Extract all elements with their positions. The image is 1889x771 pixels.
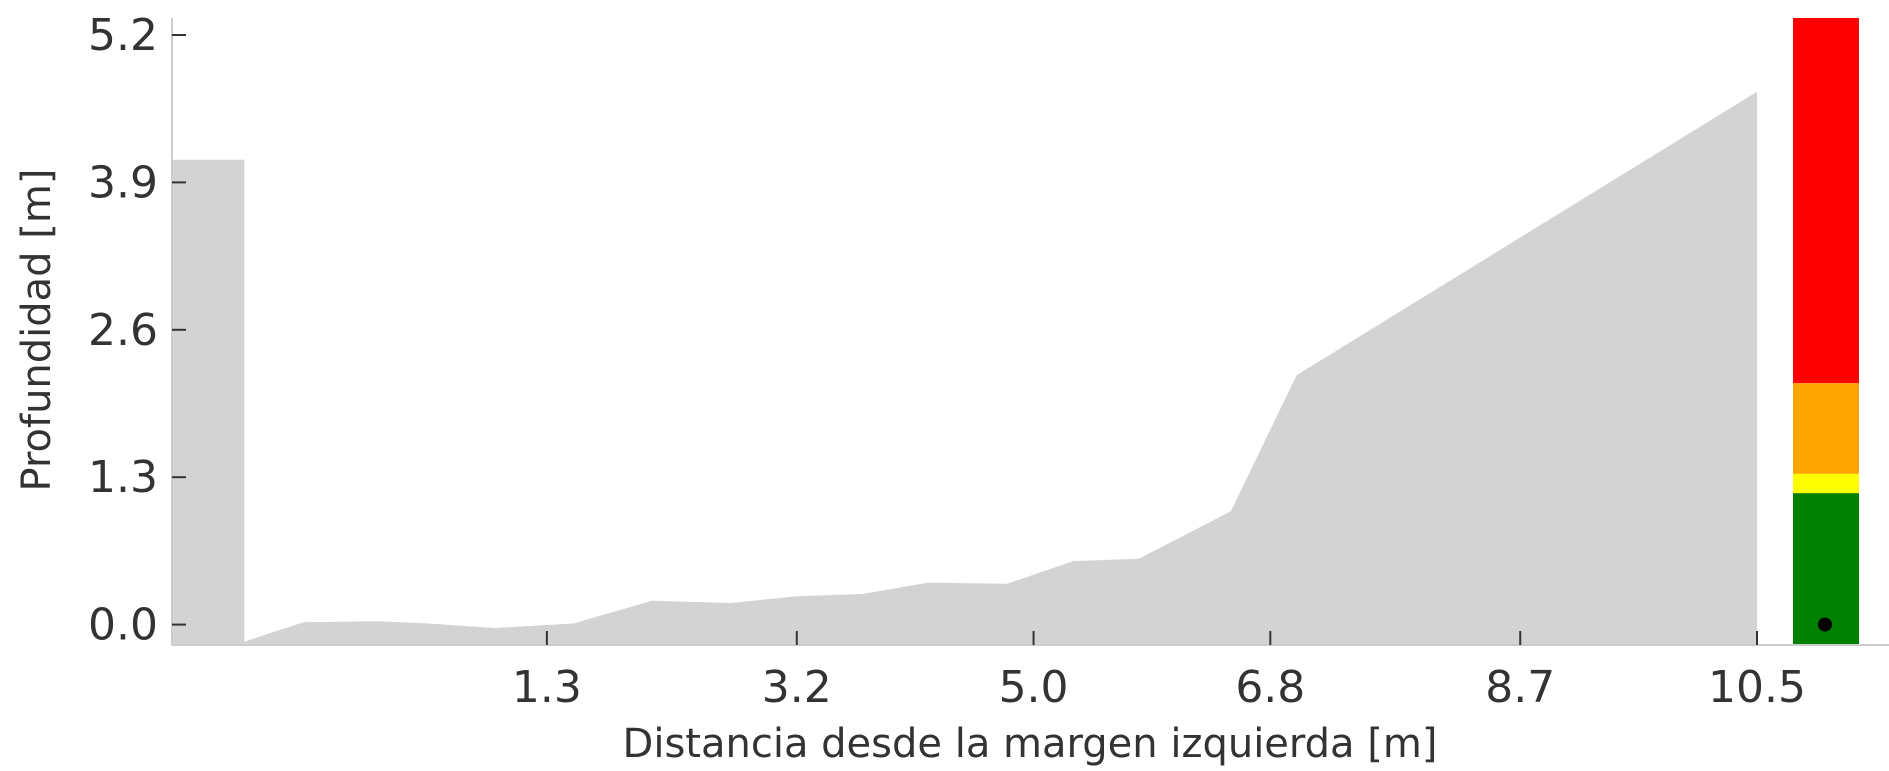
gauge-band-3 <box>1793 18 1859 384</box>
x-axis-label: Distancia desde la margen izquierda [m] <box>623 721 1438 767</box>
x-tick-label: 10.5 <box>1708 662 1806 713</box>
x-tick-label: 6.8 <box>1235 662 1305 713</box>
y-tick-label: 5.2 <box>88 10 158 61</box>
y-tick-label: 3.9 <box>88 157 158 208</box>
x-tick-label: 8.7 <box>1485 662 1555 713</box>
x-tick-label: 5.0 <box>999 662 1069 713</box>
profile-area <box>172 91 1757 645</box>
y-tick-label: 1.3 <box>88 452 158 503</box>
depth-gauge <box>1793 18 1859 645</box>
gauge-band-1 <box>1793 473 1859 494</box>
y-tick-label: 0.0 <box>88 600 158 651</box>
gauge-band-2 <box>1793 383 1859 474</box>
y-axis-label: Profundidad [m] <box>14 169 60 492</box>
x-tick-label: 3.2 <box>762 662 832 713</box>
gauge-marker <box>1818 617 1832 632</box>
y-tick-label: 2.6 <box>88 305 158 356</box>
plot-area <box>172 91 1757 645</box>
axes: 0.0 1.3 2.6 3.9 5.2 1.3 3.2 5.0 6.8 8.7 10.5 <box>88 10 1889 713</box>
x-tick-label: 1.3 <box>512 662 582 713</box>
